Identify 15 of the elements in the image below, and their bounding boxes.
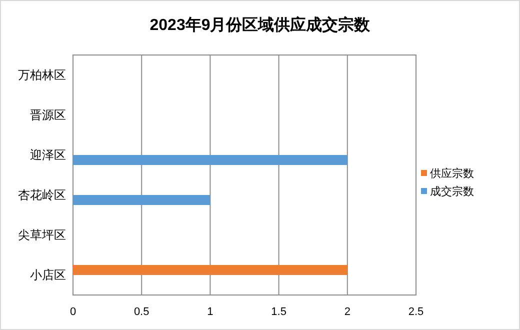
x-tick-label: 0 [70,306,76,318]
y-tick-label: 尖草坪区 [18,228,66,242]
y-tick-label: 杏花岭区 [18,188,66,202]
x-tick-label: 2 [344,306,350,318]
x-tick-label: 1 [207,306,214,318]
x-tick-label: 1.5 [271,306,286,318]
y-tick-label: 小店区 [30,268,66,282]
x-tick-label: 0.5 [134,306,150,318]
y-tick-label: 万柏林区 [18,68,66,82]
chart-title: 2023年9月份区域供应成交宗数 [150,15,372,34]
legend-label: 成交宗数 [430,185,474,198]
legend-label: 供应宗数 [430,167,474,180]
x-tick-label: 2.5 [408,306,424,318]
y-tick-label: 迎泽区 [30,148,66,162]
y-tick-label: 晋源区 [30,108,66,122]
